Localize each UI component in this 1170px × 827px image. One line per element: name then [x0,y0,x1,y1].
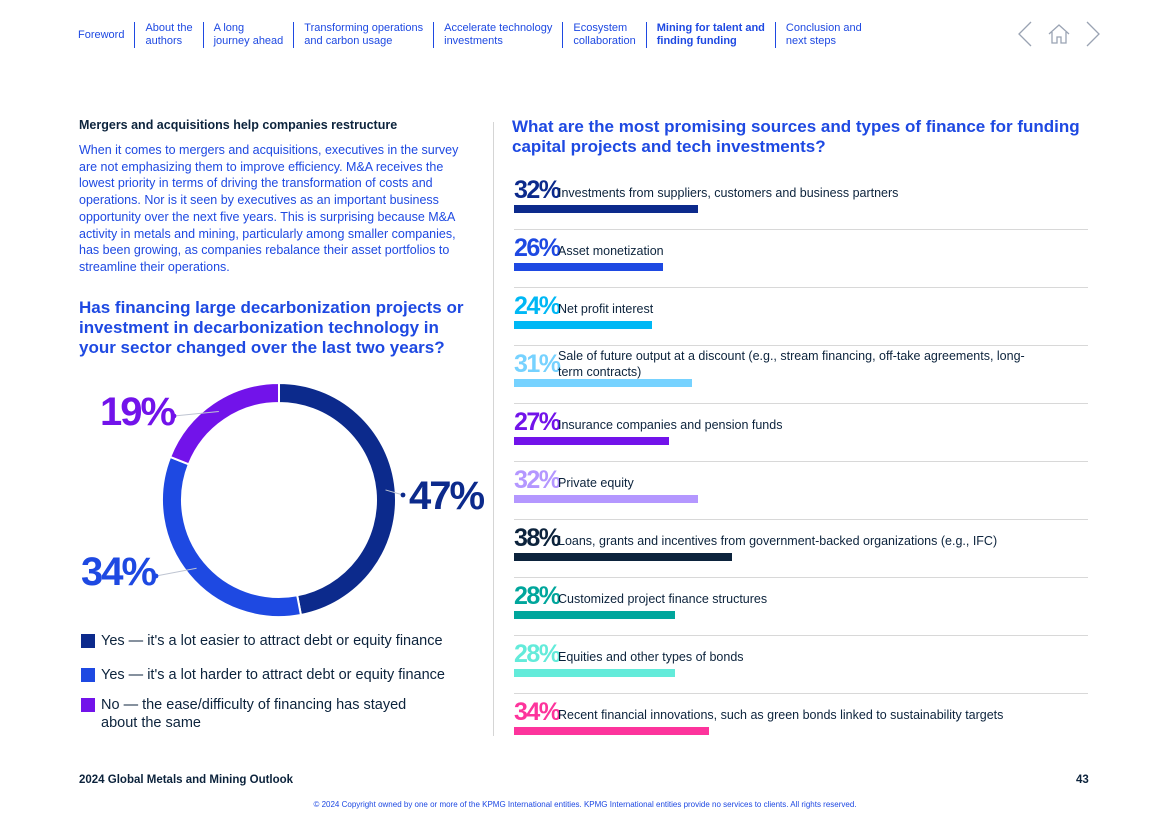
bar-mark [514,263,664,271]
bar-category-label: Equities and other types of bonds [558,650,744,664]
mergers-section: Mergers and acquisitions help companies … [79,118,479,276]
next-page-button[interactable] [1082,20,1104,48]
nav-item-conclusion[interactable]: Conclusion and next steps [774,22,872,48]
bar-mark [514,495,698,503]
legend-swatch [81,698,95,712]
nav-item-accelerate-technology[interactable]: Accelerate technology investments [433,22,562,48]
donut-leader-line [385,489,404,496]
bar-row: 24% Net profit interest [514,288,1088,346]
legend-label: Yes — it's a lot easier to attract debt … [101,633,443,649]
legend-label: Yes — it's a lot harder to attract debt … [101,667,445,683]
bar-value-label: 32% [514,466,561,494]
nav-item-long-journey[interactable]: A long journey ahead [202,22,294,48]
home-icon [1048,24,1070,44]
nav-item-transforming-operations[interactable]: Transforming operations and carbon usage [293,22,433,48]
bar-row: 26% Asset monetization [514,230,1088,288]
chevron-left-icon [1018,21,1032,47]
finance-sources-bar-chart: 32% Investments from suppliers, customers… [514,172,1088,752]
bar-row: 31% Sale of future output at a discount (… [514,346,1088,404]
donut-label-easier: 47% [409,474,485,518]
nav-item-foreword[interactable]: Foreword [78,29,125,41]
nav-item-mining-talent[interactable]: Mining for talent and finding funding [645,22,775,48]
top-navigation: Foreword About the authors A long journe… [70,20,872,52]
donut-leader-dot [400,492,406,498]
donut-label-harder: 34% [81,550,157,594]
donut-leader-line [155,567,197,577]
bar-value-label: 27% [514,408,561,436]
bar-category-label: Private equity [558,476,634,490]
donut-leader-line [173,411,219,417]
donut-legend: Yes — it's a lot easier to attract debt … [81,632,481,748]
footer-report-title: 2024 Global Metals and Mining Outlook [79,774,294,786]
bar-row: 34% Recent financial innovations, such as… [514,694,1088,752]
donut-chart-svg [153,381,406,618]
nav-item-about-authors[interactable]: About the authors [134,22,202,48]
bar-category-label: Recent financial innovations, such as gr… [558,708,1004,722]
bar-value-label: 28% [514,640,561,668]
bar-row: 28% Equities and other types of bonds [514,636,1088,694]
finance-sources-question: What are the most promising sources and … [512,117,1080,156]
bar-category-label: Asset monetization [558,244,664,258]
financing-donut-chart: 19% 47% 34% [79,380,485,630]
page-navigation [1014,20,1104,48]
bar-mark [514,553,733,561]
bar-mark [514,669,675,677]
home-button[interactable] [1046,20,1072,48]
bar-category-label: Sale of future output at a discount (e.g… [558,349,1025,379]
previous-page-button[interactable] [1014,20,1036,48]
bar-mark [514,205,698,213]
bar-value-label: 24% [514,292,561,320]
bar-category-label: Net profit interest [558,302,654,316]
legend-swatch [81,668,95,682]
bar-row: 32% Investments from suppliers, customers… [514,172,1088,230]
bar-category-label: Customized project finance structures [558,592,768,606]
nav-item-ecosystem[interactable]: Ecosystem collaboration [562,22,645,48]
section-subheading: Mergers and acquisitions help companies … [79,118,398,132]
bar-row: 38% Loans, grants and incentives from gov… [514,520,1088,578]
bar-value-label: 32% [514,176,561,204]
bar-mark [514,321,652,329]
legend-swatch [81,634,95,648]
donut-slice-no-change [168,381,280,466]
legend-label: No — the ease/difficulty of financing ha… [101,697,407,731]
bar-row: 32% Private equity [514,462,1088,520]
chevron-right-icon [1086,21,1100,47]
bar-row: 27% Insurance companies and pension funds [514,404,1088,462]
bar-category-label: Loans, grants and incentives from govern… [558,534,998,548]
bar-mark [514,727,710,735]
bar-value-label: 26% [514,234,561,262]
bar-category-label: Investments from suppliers, customers an… [558,186,899,200]
legend-item-harder: Yes — it's a lot harder to attract debt … [81,666,481,684]
financing-question-heading: Has financing large decarbonization proj… [79,298,464,357]
donut-slice-harder [161,455,303,618]
page-number: 43 [1076,774,1089,786]
legend-item-no-change: No — the ease/difficulty of financing ha… [81,696,421,732]
donut-leader-dot [171,413,177,419]
column-divider [493,122,494,736]
section-body-text: When it comes to mergers and acquisition… [79,143,459,274]
bar-mark [514,437,669,445]
copyright-notice: © 2024 Copyright owned by one or more of… [313,800,857,809]
bar-value-label: 38% [514,524,561,552]
bar-row: 28% Customized project finance structures [514,578,1088,636]
legend-item-easier: Yes — it's a lot easier to attract debt … [81,632,481,650]
bar-mark [514,611,675,619]
donut-slice-easier [278,381,397,617]
bar-value-label: 34% [514,698,561,726]
bar-mark [514,379,692,387]
donut-leader-dot [153,573,159,579]
bar-value-label: 28% [514,582,561,610]
donut-label-no-change: 19% [100,390,176,434]
bar-category-label: Insurance companies and pension funds [558,418,783,432]
bar-value-label: 31% [514,350,561,378]
